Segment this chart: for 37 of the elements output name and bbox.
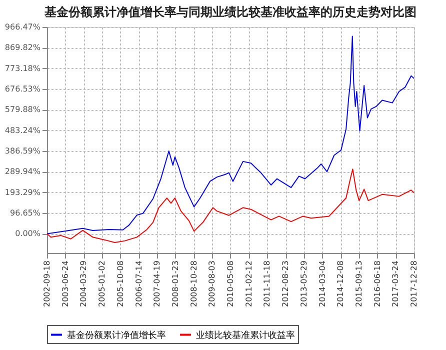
x-tick-label: 2005-10-08 xyxy=(116,260,125,307)
x-tick-label: 2004-03-29 xyxy=(79,260,88,307)
x-tick-label: 2009-08-03 xyxy=(208,260,217,307)
y-tick-label: 193.29% xyxy=(4,188,41,197)
x-tick-label: 2007-04-19 xyxy=(152,260,162,307)
line-series xyxy=(47,36,414,234)
x-tick-label: 2015-09-13 xyxy=(354,260,364,307)
x-tick-label: 2003-06-24 xyxy=(60,260,70,307)
y-tick-label: 0.00% xyxy=(15,229,41,238)
y-tick-label: 869.82% xyxy=(4,43,41,52)
legend-label: 基金份额累计净值增长率 xyxy=(67,330,166,341)
y-tick-label: 579.88% xyxy=(4,105,41,114)
y-tick-label: 289.94% xyxy=(4,167,41,176)
chart-title: 基金份额累计净值增长率与同期业绩比较基准收益率的历史走势对比图 xyxy=(44,5,416,19)
x-tick-label: 2014-12-08 xyxy=(336,260,346,307)
y-tick-label: 773.18% xyxy=(4,64,41,73)
line-series xyxy=(47,168,414,244)
x-tick-label: 2011-11-18 xyxy=(262,260,272,307)
y-tick-label: 966.47% xyxy=(4,22,41,32)
y-tick-label: 386.59% xyxy=(4,146,41,156)
y-tick-label: 676.53% xyxy=(4,84,41,94)
x-tick-label: 2011-02-12 xyxy=(244,260,254,307)
x-tick-label: 2008-01-23 xyxy=(170,260,180,307)
x-tick-label: 2005-01-02 xyxy=(98,260,107,307)
x-tick-label: 2013-05-29 xyxy=(299,260,308,307)
x-tick-label: 2012-08-23 xyxy=(281,260,290,307)
x-tick-label: 2014-03-04 xyxy=(318,260,327,307)
x-tick-label: 2006-07-14 xyxy=(134,260,144,307)
x-tick-label: 2017-03-24 xyxy=(391,260,400,307)
x-tick-label: 2017-12-28 xyxy=(410,260,418,307)
legend-label: 业绩比较基准累计收益率 xyxy=(196,330,295,341)
x-tick-label: 2016-06-18 xyxy=(372,260,382,307)
y-tick-label: 96.65% xyxy=(10,208,41,218)
x-tick-label: 2010-05-08 xyxy=(226,260,235,307)
y-tick-label: 483.24% xyxy=(4,126,41,135)
x-tick-label: 2008-10-28 xyxy=(189,260,198,307)
x-tick-label: 2002-09-18 xyxy=(42,260,52,307)
